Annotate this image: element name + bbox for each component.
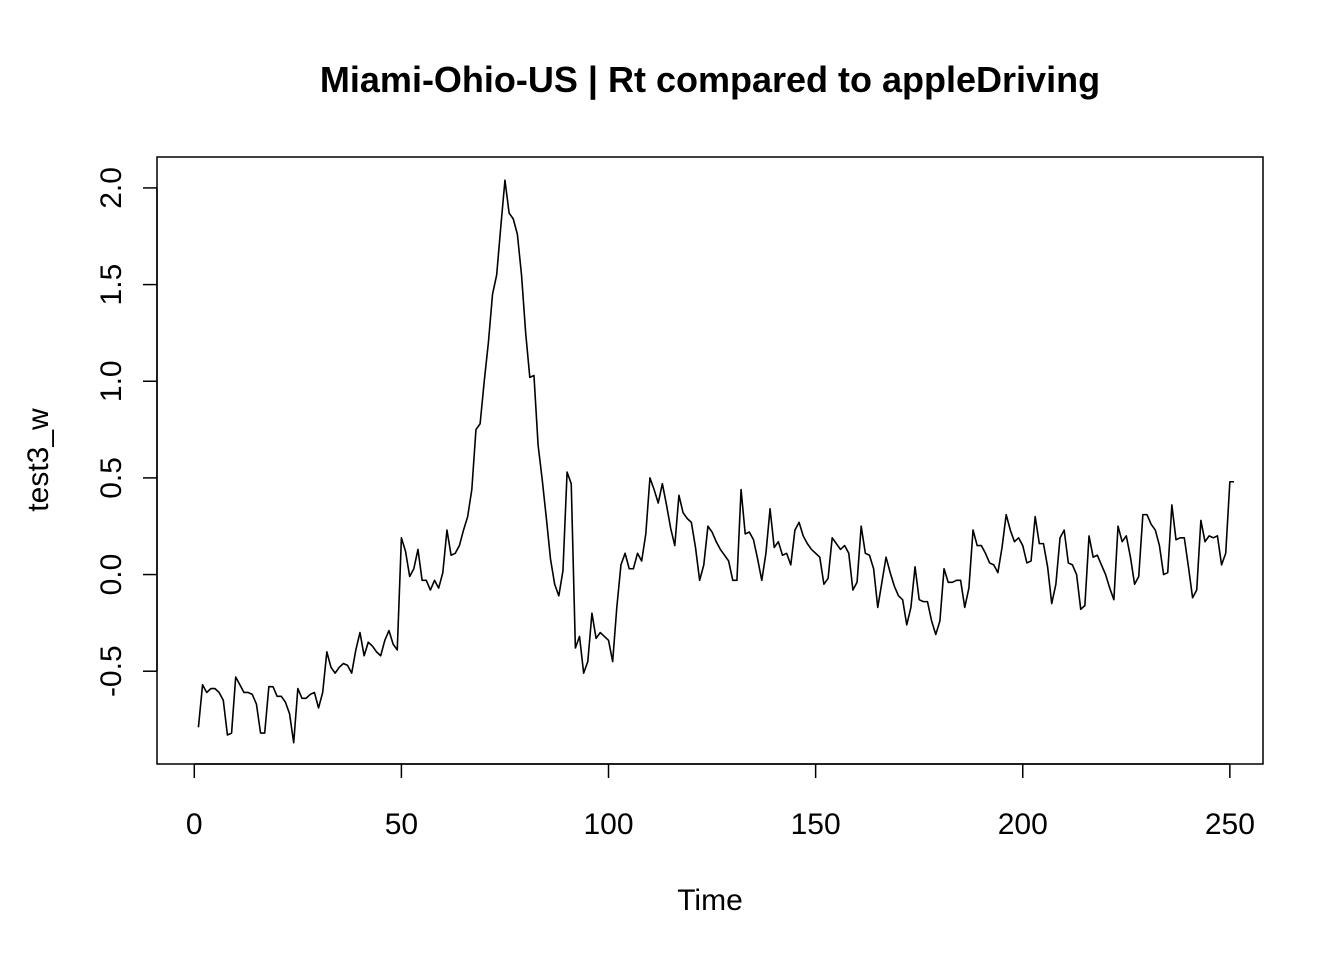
y-tick-label: 1.0	[95, 360, 128, 402]
x-tick-label: 200	[998, 808, 1048, 841]
chart-title: Miami-Ohio-US | Rt compared to appleDriv…	[320, 59, 1100, 101]
y-tick-label: 1.5	[95, 264, 128, 306]
y-tick-label: -0.5	[95, 645, 128, 697]
y-tick-label: 0.5	[95, 457, 128, 499]
x-tick-label: 250	[1205, 808, 1255, 841]
x-axis: 0 50 100 150 200 250	[186, 763, 1255, 841]
x-axis-label: Time	[677, 884, 743, 917]
y-tick-label: 0.0	[95, 554, 128, 596]
y-axis-label: test3_w	[22, 408, 55, 512]
x-tick-label: 100	[583, 808, 633, 841]
y-axis: -0.5 0.0 0.5 1.0 1.5 2.0	[95, 167, 158, 697]
x-tick-label: 150	[791, 808, 841, 841]
y-tick-label: 2.0	[95, 167, 128, 209]
x-tick-label: 50	[385, 808, 418, 841]
x-tick-label: 0	[186, 808, 203, 841]
series-line	[197, 179, 1234, 744]
plot-frame	[156, 156, 1264, 765]
